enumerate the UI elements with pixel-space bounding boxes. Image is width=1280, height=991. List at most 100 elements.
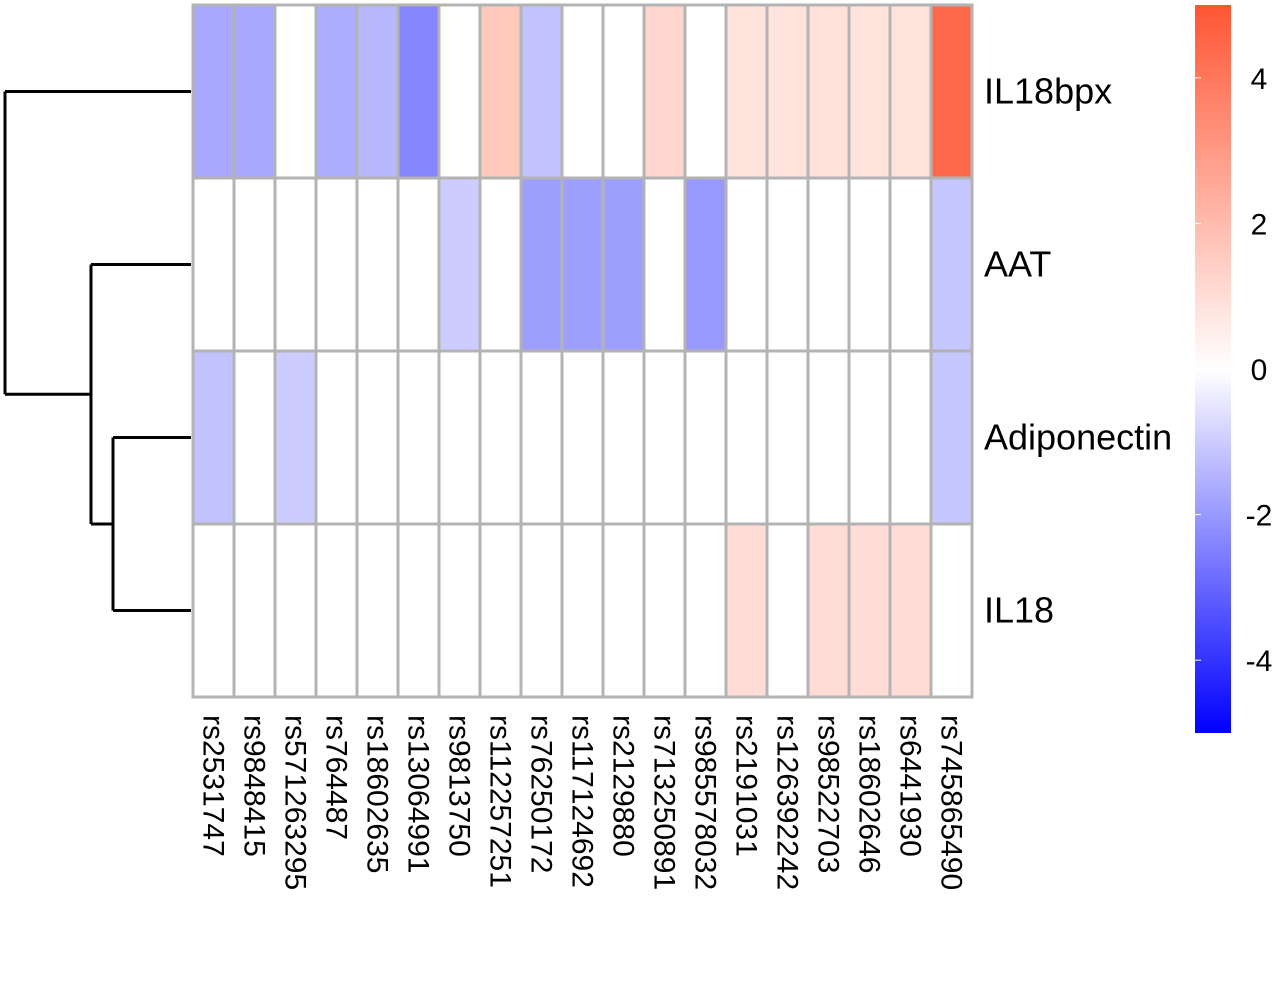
heatmap-cell	[314, 3, 359, 180]
heatmap-cell	[478, 3, 523, 180]
row-label: IL18bpx	[984, 71, 1112, 112]
column-labels: rs2531747 rs9848415 rs571263295 rs764487 rs1…	[197, 715, 968, 890]
color-legend: 4 2 0 -2 -4	[1195, 5, 1272, 733]
legend-tick-label: 2	[1251, 208, 1268, 241]
heatmap-cell	[273, 349, 318, 526]
heatmap-cell	[888, 522, 933, 699]
heatmap-cell	[806, 3, 851, 180]
row-label: AAT	[984, 244, 1051, 285]
heatmap-cell	[232, 176, 277, 353]
heatmap-cell	[478, 349, 523, 526]
column-label: rs126392242	[771, 715, 804, 890]
heatmap-cell	[929, 349, 974, 526]
row-label: IL18	[984, 590, 1054, 631]
heatmap-cell	[519, 522, 564, 699]
heatmap-cell	[314, 522, 359, 699]
heatmap-cell	[642, 3, 687, 180]
heatmap-cells	[191, 3, 974, 699]
heatmap-cell	[191, 176, 236, 353]
heatmap-cell	[765, 349, 810, 526]
heatmap-cell	[847, 176, 892, 353]
heatmap-cell	[396, 349, 441, 526]
heatmap-cell	[847, 349, 892, 526]
heatmap-cell	[601, 522, 646, 699]
heatmap-cell	[601, 3, 646, 180]
column-label: rs571263295	[279, 715, 312, 890]
heatmap-cell	[888, 3, 933, 180]
heatmap-cell	[314, 176, 359, 353]
column-label: rs76250172	[525, 715, 558, 873]
heatmap-cell	[724, 3, 769, 180]
heatmap-cell	[232, 349, 277, 526]
row-labels: IL18bpx AAT Adiponectin IL18	[984, 71, 1172, 631]
column-label: rs112257251	[484, 715, 517, 888]
legend-tick-label: -2	[1246, 500, 1273, 533]
heatmap-cell	[519, 349, 564, 526]
heatmap-cell	[601, 349, 646, 526]
heatmap-cell	[724, 522, 769, 699]
heatmap-cell	[847, 3, 892, 180]
heatmap-cell	[929, 522, 974, 699]
heatmap-cell	[601, 176, 646, 353]
heatmap-cell	[273, 3, 318, 180]
column-label: rs6441930	[894, 715, 927, 857]
heatmap-cell	[642, 522, 687, 699]
column-label: rs9813750	[443, 715, 476, 857]
heatmap-cell	[396, 522, 441, 699]
heatmap-cell	[232, 522, 277, 699]
heatmap-cell	[355, 176, 400, 353]
heatmap-cell	[642, 349, 687, 526]
heatmap-cell	[273, 176, 318, 353]
heatmap-cell	[847, 522, 892, 699]
heatmap-cell	[683, 349, 728, 526]
heatmap-cell	[806, 522, 851, 699]
heatmap-cell	[806, 349, 851, 526]
heatmap-cell	[437, 3, 482, 180]
heatmap-cell	[519, 3, 564, 180]
column-label: rs2129880	[607, 715, 640, 857]
column-label: rs117124692	[566, 715, 599, 888]
heatmap-cell	[888, 349, 933, 526]
heatmap-cell	[355, 349, 400, 526]
heatmap-cell	[273, 522, 318, 699]
legend-tick-label: 4	[1251, 63, 1268, 96]
heatmap-cell	[806, 176, 851, 353]
column-label: rs985578032	[689, 715, 722, 890]
heatmap-cell	[437, 349, 482, 526]
heatmap-cell	[437, 522, 482, 699]
heatmap-cell	[560, 522, 605, 699]
column-label: rs18602646	[853, 715, 886, 873]
heatmap-cell	[478, 522, 523, 699]
heatmap-cell	[724, 349, 769, 526]
heatmap-cell	[765, 176, 810, 353]
column-label: rs2191031	[730, 715, 763, 857]
heatmap-cell	[683, 176, 728, 353]
heatmap-cell	[683, 3, 728, 180]
heatmap-cell	[724, 176, 769, 353]
heatmap-cell	[191, 522, 236, 699]
heatmap-cell	[396, 176, 441, 353]
legend-ticks: 4 2 0 -2 -4	[1195, 63, 1272, 678]
heatmap-cell	[191, 3, 236, 180]
heatmap-cell	[765, 522, 810, 699]
row-dendrogram	[3, 90, 191, 612]
heatmap-cell	[314, 349, 359, 526]
heatmap-cell	[929, 176, 974, 353]
legend-tick-label: -4	[1246, 645, 1273, 678]
column-label: rs2531747	[197, 715, 230, 857]
column-label: rs745865490	[935, 715, 968, 890]
heatmap-cell	[929, 3, 974, 180]
heatmap-cell	[478, 176, 523, 353]
heatmap-cell	[355, 522, 400, 699]
heatmap-cell	[560, 349, 605, 526]
heatmap-cell	[232, 3, 277, 180]
heatmap-cell	[642, 176, 687, 353]
heatmap-cell	[437, 176, 482, 353]
heatmap-cell	[765, 3, 810, 180]
heatmap-cell	[560, 176, 605, 353]
heatmap-cell	[396, 3, 441, 180]
column-label: rs13064991	[402, 715, 435, 873]
heatmap-cell	[683, 522, 728, 699]
column-label: rs18602635	[361, 715, 394, 873]
